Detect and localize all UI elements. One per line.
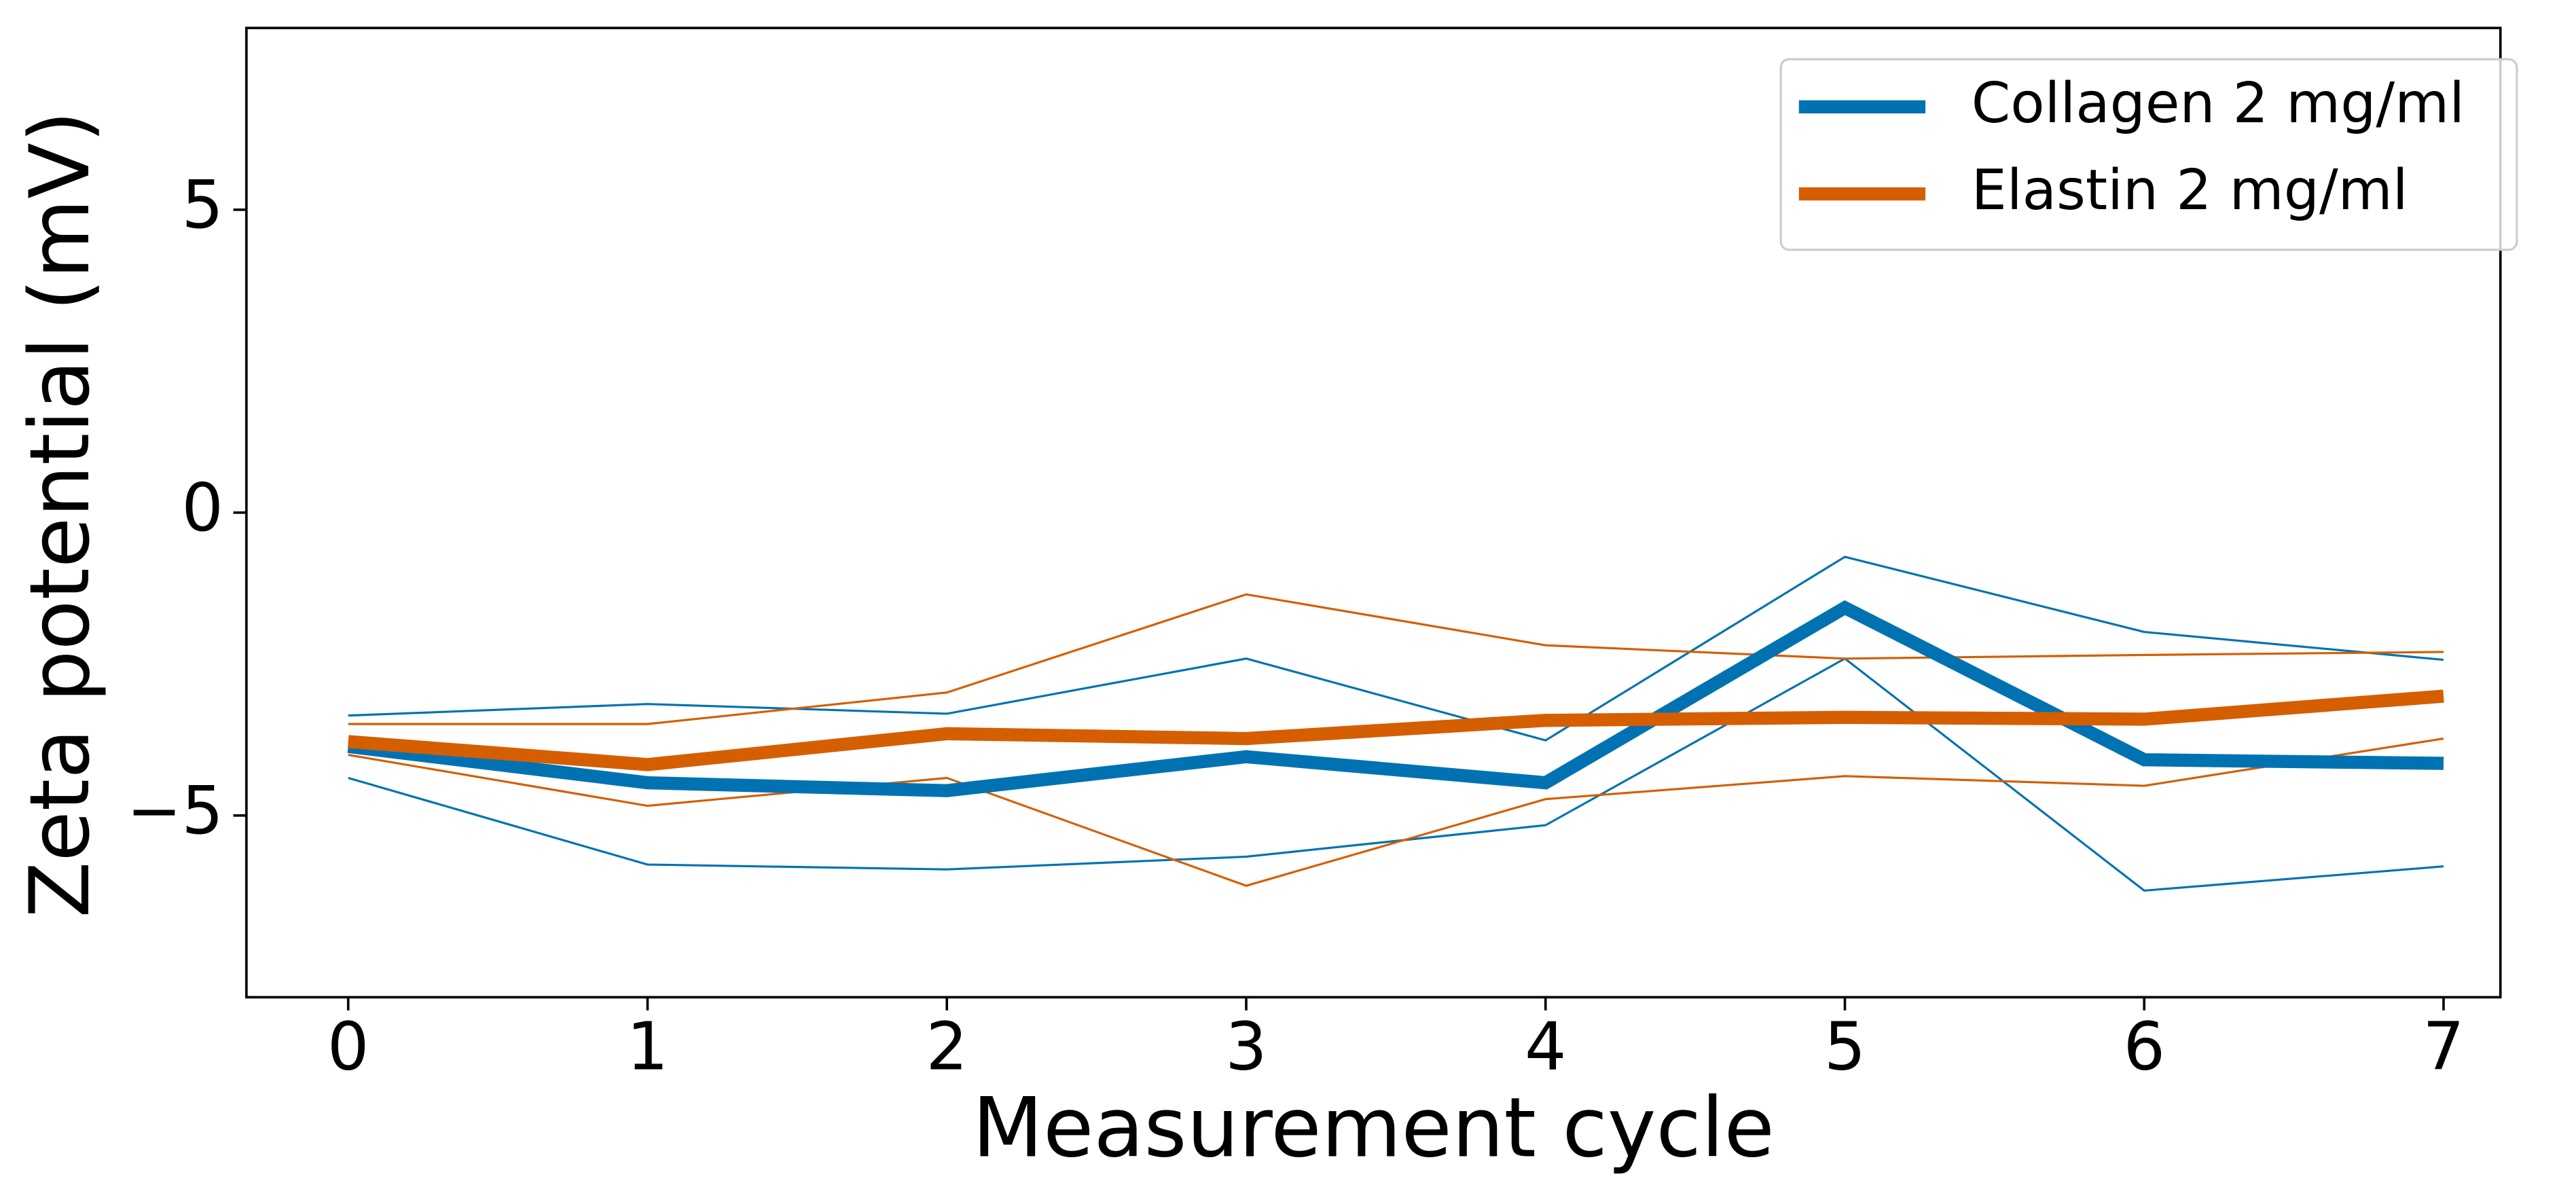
x-axis-label: Measurement cycle — [973, 1080, 1775, 1176]
legend-label: Elastin 2 mg/ml — [1972, 158, 2408, 223]
x-tick-label: 4 — [1525, 1008, 1567, 1085]
upper-line — [348, 556, 2444, 742]
lower-line — [348, 657, 2444, 892]
y-tick-label: 0 — [181, 469, 223, 546]
mean-line — [347, 600, 2444, 797]
x-tick-label: 0 — [327, 1008, 369, 1085]
x-tick-label: 1 — [627, 1008, 669, 1085]
legend-label: Collagen 2 mg/ml — [1972, 71, 2465, 136]
x-tick-label: 3 — [1225, 1008, 1267, 1085]
y-tick-label: −5 — [126, 772, 223, 849]
legend-box — [1779, 58, 2518, 251]
y-tick-label: 5 — [181, 166, 223, 243]
x-tick-label: 2 — [926, 1008, 968, 1085]
mean-line — [347, 689, 2444, 771]
y-axis-label: Zeta potential (mV) — [12, 111, 108, 918]
x-tick-label: 7 — [2423, 1008, 2465, 1085]
x-tick-label: 5 — [1824, 1008, 1866, 1085]
lower-line — [348, 737, 2444, 887]
plot-frame — [245, 26, 2502, 999]
x-tick-label: 6 — [2123, 1008, 2165, 1085]
upper-line — [348, 593, 2444, 725]
